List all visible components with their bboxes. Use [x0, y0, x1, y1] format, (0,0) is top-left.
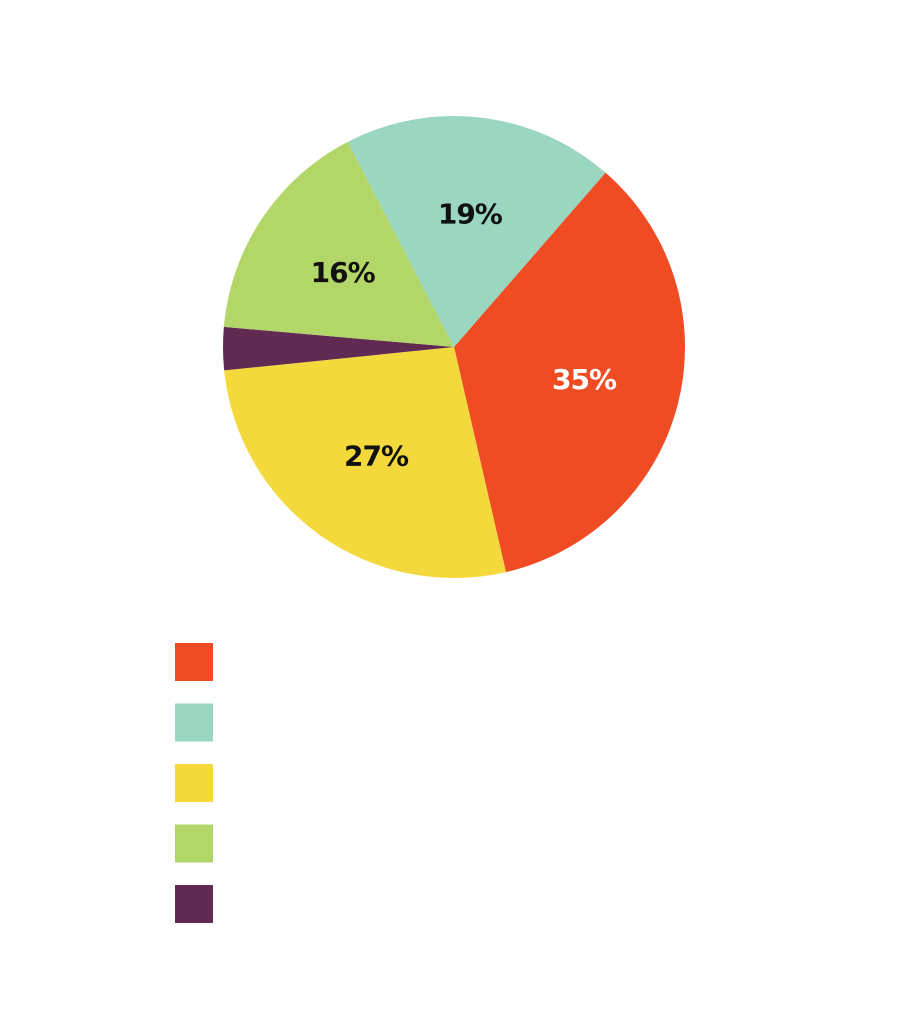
- pie-slice-1: [224, 347, 506, 578]
- pie-slices: [223, 116, 685, 578]
- slice-label-3: 16%: [311, 256, 376, 289]
- legend-swatch-2: [175, 764, 213, 802]
- slice-label-4: 19%: [438, 197, 503, 230]
- pie-labels: 35% 27% 16% 19%: [311, 197, 618, 472]
- slice-label-0: 35%: [552, 363, 617, 396]
- pie-slice-4: [347, 116, 606, 348]
- legend: [175, 643, 213, 923]
- legend-swatch-1: [175, 703, 213, 742]
- legend-swatch-3: [175, 824, 213, 863]
- pie-slice-0: [454, 172, 685, 573]
- legend-swatch-4: [175, 885, 213, 923]
- pie-slice-3: [223, 141, 454, 347]
- slice-label-1: 27%: [344, 439, 409, 472]
- legend-swatch-0: [175, 643, 213, 681]
- pie-slice-2: [223, 326, 454, 371]
